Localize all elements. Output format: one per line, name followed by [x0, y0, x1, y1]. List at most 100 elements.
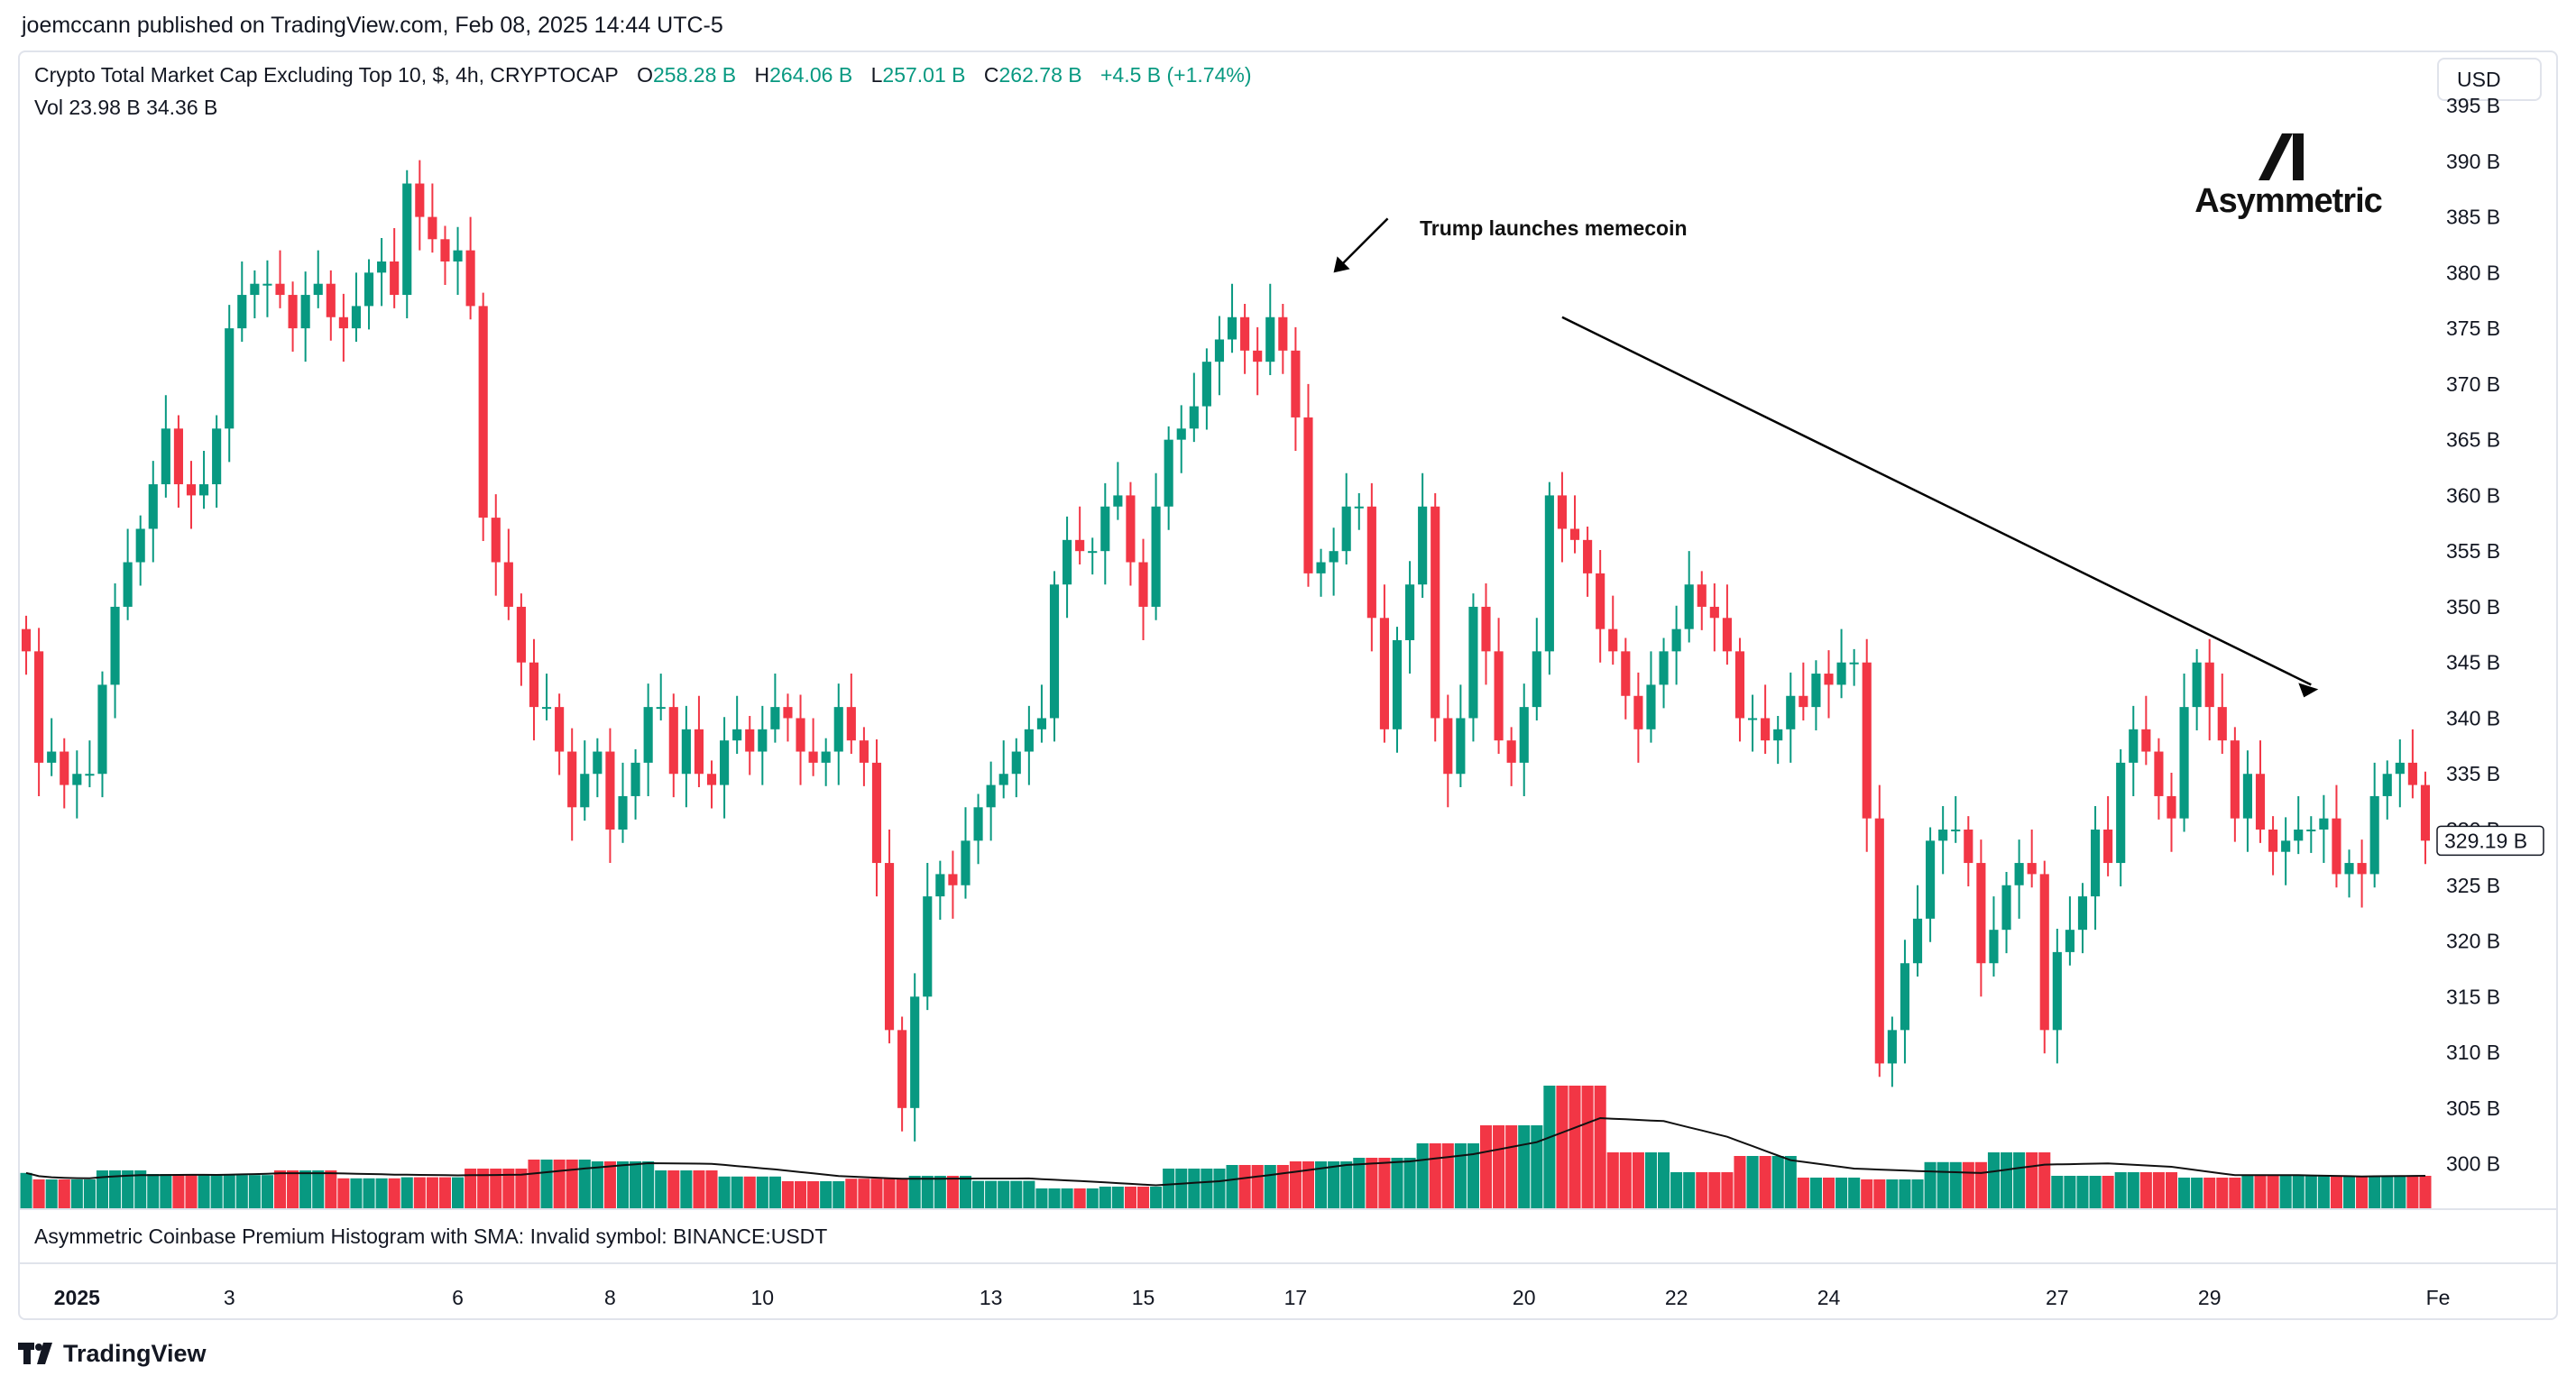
candle-body — [1557, 495, 1568, 529]
time-tick-label: 24 — [1817, 1286, 1841, 1309]
candle-body — [516, 606, 526, 663]
candle-body — [212, 428, 222, 485]
candle-body — [453, 250, 463, 261]
volume-bar — [1175, 1169, 1188, 1208]
volume-bar — [2267, 1176, 2279, 1208]
candle-body — [1722, 618, 1732, 652]
volume-bar — [1289, 1161, 1302, 1208]
candle-body — [2369, 795, 2379, 875]
volume-bar — [363, 1178, 375, 1208]
symbol-title[interactable]: Crypto Total Market Cap Excluding Top 10… — [34, 63, 619, 87]
volume-bar — [1683, 1172, 1696, 1208]
candle-body — [2357, 863, 2367, 875]
candle-body — [390, 261, 400, 296]
price-tick-label: 345 B — [2446, 651, 2500, 674]
volume-bar — [1086, 1188, 1099, 1208]
indicator-label[interactable]: Asymmetric Coinbase Premium Histogram wi… — [34, 1224, 828, 1248]
candle-body — [668, 707, 678, 775]
volume-bar — [630, 1161, 642, 1208]
volume-bar — [198, 1174, 210, 1208]
candle-body — [2294, 830, 2304, 841]
volume-bar — [1493, 1125, 1505, 1208]
candle-body — [1075, 539, 1085, 552]
volume-bar — [718, 1176, 731, 1208]
volume-bar — [1644, 1152, 1658, 1208]
candle-body — [923, 896, 933, 997]
volume-bar — [2254, 1176, 2267, 1208]
volume-bar — [273, 1170, 287, 1208]
candle-body — [2344, 863, 2354, 875]
candle-body — [1431, 506, 1440, 719]
volume-bar — [845, 1179, 858, 1208]
candle-body — [1633, 695, 1643, 729]
price-tick-label: 310 B — [2446, 1041, 2500, 1064]
candle-body — [225, 328, 235, 429]
volume-bar — [235, 1175, 248, 1208]
annotation-label[interactable]: Trump launches memecoin — [1420, 216, 1688, 240]
time-tick-label: 29 — [2198, 1286, 2222, 1309]
time-tick-label: 6 — [452, 1286, 464, 1309]
volume-bar — [1150, 1187, 1163, 1208]
currency-button[interactable]: USD — [2437, 58, 2542, 101]
candle-body — [1418, 506, 1428, 585]
candle-body — [1189, 406, 1199, 429]
price-tick-label: 360 B — [2446, 483, 2500, 507]
time-tick-label: 27 — [2046, 1286, 2069, 1309]
volume-bar — [2203, 1178, 2216, 1208]
asymmetric-logo: Asymmetric — [2186, 130, 2390, 220]
candle-body — [2154, 751, 2164, 796]
price-tick-label: 320 B — [2446, 930, 2500, 953]
candle-body — [1989, 930, 1999, 964]
volume-bar — [96, 1170, 109, 1208]
candle-body — [2192, 662, 2202, 708]
volume-bar — [1276, 1165, 1289, 1208]
volume-bar — [1949, 1161, 1962, 1208]
candle-body — [948, 874, 958, 885]
tradingview-label: TradingView — [63, 1339, 207, 1367]
volume-bar — [896, 1179, 908, 1208]
volume-bar — [972, 1180, 985, 1208]
candle-body — [110, 606, 120, 685]
volume-bar — [2292, 1176, 2305, 1208]
volume-bar — [299, 1170, 312, 1208]
volume-bar — [1594, 1086, 1606, 1208]
candle-body — [1011, 751, 1021, 775]
candle-body — [758, 729, 768, 752]
candle-body — [846, 707, 856, 741]
volume-bar — [1746, 1156, 1759, 1208]
volume-bar — [985, 1180, 998, 1208]
candle-body — [1063, 539, 1072, 585]
tradingview-logo[interactable]: TradingView — [18, 1338, 207, 1369]
volume-bar — [1315, 1161, 1328, 1208]
candle-body — [1456, 718, 1466, 775]
candle-body — [135, 528, 145, 563]
volume-bar — [1822, 1178, 1835, 1208]
price-tag-label: 329.19 B — [2444, 829, 2527, 852]
candle-body — [2395, 762, 2405, 775]
volume-bar — [2356, 1176, 2369, 1208]
volume-bar — [1136, 1187, 1150, 1208]
volume-bar — [1201, 1169, 1213, 1208]
volume-bar — [375, 1178, 388, 1208]
volume-bar — [1962, 1161, 1974, 1208]
publisher-line: joemccann published on TradingView.com, … — [22, 13, 723, 38]
volume-bar — [2406, 1176, 2419, 1208]
candle-body — [1240, 316, 1250, 351]
volume-bar — [1416, 1143, 1429, 1208]
candle-body — [377, 261, 387, 273]
volume-bar — [1403, 1158, 1416, 1208]
volume-bar — [2139, 1172, 2152, 1208]
price-tick-label: 365 B — [2446, 428, 2500, 452]
candle-body — [1227, 316, 1237, 340]
candle-body — [1900, 963, 1910, 1031]
volume-bar — [1023, 1180, 1035, 1208]
pane-divider[interactable] — [20, 1208, 2556, 1210]
low-value: 257.01 B — [882, 63, 966, 87]
candle-body — [2167, 795, 2176, 819]
volume-bar — [921, 1176, 934, 1208]
candle-body — [1088, 551, 1098, 554]
candle-body — [2242, 774, 2252, 819]
candle-body — [97, 684, 107, 775]
volume-bar — [490, 1169, 502, 1208]
